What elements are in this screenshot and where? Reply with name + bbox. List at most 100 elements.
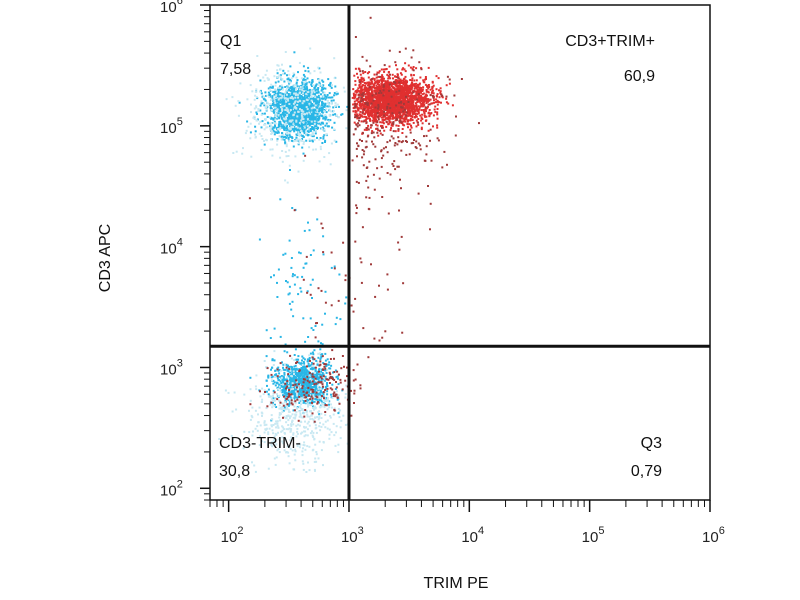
data-point [307, 371, 310, 374]
data-point [355, 91, 358, 94]
data-point [390, 113, 393, 116]
data-point [371, 119, 374, 122]
data-point [311, 126, 314, 128]
data-point [301, 146, 304, 149]
data-point [325, 108, 328, 111]
data-point [317, 103, 320, 106]
data-point [326, 393, 329, 396]
data-point [295, 112, 298, 115]
data-point [417, 96, 420, 99]
data-point [407, 88, 409, 91]
data-point [307, 362, 310, 365]
data-point [311, 103, 314, 106]
data-point [277, 96, 280, 99]
data-point [315, 386, 318, 389]
data-point [427, 105, 429, 108]
data-point [302, 366, 305, 369]
data-point [283, 72, 286, 75]
data-point [417, 93, 420, 95]
data-point [427, 112, 430, 115]
data-point [406, 102, 409, 105]
data-point [421, 104, 424, 107]
data-point [299, 120, 302, 123]
data-point [279, 128, 282, 131]
data-point [412, 49, 415, 52]
data-point [400, 106, 403, 109]
data-point [287, 370, 290, 373]
data-point [294, 90, 297, 93]
data-point [430, 112, 433, 114]
data-point [313, 87, 316, 90]
data-point [404, 70, 407, 73]
data-point [432, 114, 435, 117]
data-point [431, 80, 434, 83]
data-point [298, 126, 301, 129]
data-point [365, 140, 368, 143]
data-point [281, 63, 283, 66]
data-point [264, 91, 267, 94]
data-point [361, 55, 364, 58]
data-point [392, 77, 394, 80]
data-point [321, 79, 324, 82]
data-point [400, 85, 403, 88]
data-point [357, 114, 360, 117]
data-point [288, 120, 291, 123]
data-point [398, 84, 401, 87]
data-point [388, 117, 391, 120]
data-point [283, 378, 286, 381]
data-point [306, 125, 309, 127]
data-point [414, 146, 417, 148]
data-point [311, 133, 314, 136]
data-point [277, 92, 279, 95]
data-point [420, 126, 423, 129]
data-point [410, 82, 413, 85]
data-point [335, 93, 338, 96]
data-point [386, 107, 389, 110]
data-point [379, 86, 382, 89]
data-point [285, 93, 288, 96]
data-point [300, 98, 303, 101]
data-point [448, 78, 451, 81]
data-point [280, 115, 283, 118]
data-point [401, 140, 404, 143]
data-point [283, 100, 286, 103]
data-point [375, 84, 378, 87]
data-point [279, 120, 282, 123]
data-point [328, 113, 331, 116]
data-point [287, 70, 290, 73]
data-point [295, 119, 298, 122]
data-point [385, 68, 388, 70]
data-point [276, 128, 279, 131]
data-point [352, 133, 355, 136]
data-point [333, 92, 336, 94]
data-point [377, 94, 380, 97]
data-point [285, 136, 288, 139]
data-point [286, 119, 289, 122]
data-point [385, 98, 388, 101]
data-point [421, 113, 424, 116]
data-point [416, 94, 419, 97]
data-point [360, 88, 363, 91]
data-point [273, 93, 276, 96]
data-point [330, 142, 333, 145]
data-point [406, 105, 409, 108]
data-point [417, 121, 419, 124]
data-point [394, 142, 397, 144]
data-point [402, 110, 405, 113]
data-point [290, 99, 293, 102]
data-point [270, 376, 273, 379]
data-point [309, 47, 312, 50]
data-point [279, 93, 282, 96]
data-point [371, 90, 373, 93]
data-point [271, 96, 274, 99]
data-point [273, 130, 276, 133]
data-point [276, 76, 279, 78]
data-point [362, 77, 365, 80]
data-point [330, 110, 333, 113]
data-point [353, 100, 356, 103]
data-point [365, 196, 368, 199]
data-point [307, 130, 310, 133]
data-point [372, 109, 375, 112]
data-point [304, 121, 307, 124]
data-point [318, 99, 321, 102]
